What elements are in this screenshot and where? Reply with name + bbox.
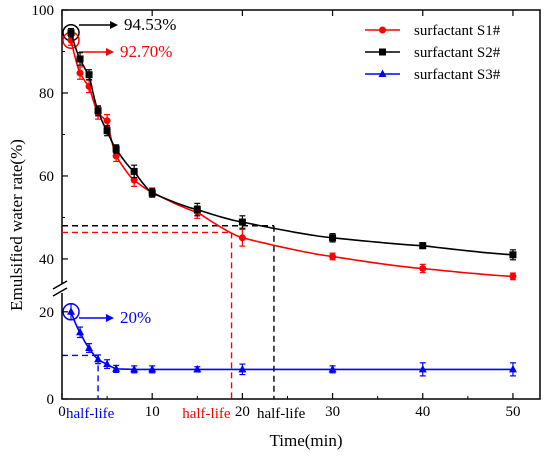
x-axis-label: Time(min) [269, 431, 342, 450]
data-point [85, 343, 94, 351]
data-point [379, 26, 386, 34]
half-life-label: half-life [182, 406, 231, 422]
initial-value-annotation: 94.53% [62, 15, 176, 42]
y-tick-label: 60 [39, 169, 54, 185]
data-point [103, 127, 111, 135]
data-point [419, 264, 427, 272]
y-axis-label: Emulsified water rate(%) [7, 139, 26, 311]
annotation-arrowhead [106, 314, 114, 322]
half-life-label: half-life [66, 406, 115, 422]
x-tick-label: 50 [505, 404, 520, 420]
data-point [193, 206, 201, 214]
half-life-marker: half-life [62, 354, 115, 422]
data-point [509, 251, 517, 259]
series-surfactant-s3- [67, 303, 517, 377]
data-point [329, 252, 337, 260]
legend-item: surfactant S3# [365, 67, 501, 83]
data-point [328, 364, 337, 373]
y-tick-label: 100 [32, 3, 55, 19]
x-tick-label: 40 [415, 404, 430, 420]
data-point [85, 71, 93, 79]
data-point [76, 55, 84, 63]
legend-item: surfactant S2# [365, 45, 501, 61]
data-point [67, 29, 75, 37]
axis-break [52, 280, 70, 297]
plot-border [61, 9, 541, 400]
axis-break-slash [52, 287, 68, 297]
data-point [94, 107, 102, 115]
data-point [130, 176, 138, 184]
annotation-label: 92.70% [120, 42, 172, 61]
data-point [148, 189, 156, 197]
data-point [112, 364, 121, 372]
data-point [94, 354, 103, 363]
series-surfactant-s2- [67, 27, 517, 261]
legend-label: surfactant S2# [414, 45, 501, 61]
data-point [112, 145, 120, 153]
x-tick-label: 0 [58, 404, 66, 420]
data-point [103, 359, 112, 368]
data-point [238, 218, 246, 226]
x-tick-label: 10 [145, 404, 160, 420]
x-tick-label: 20 [235, 404, 250, 420]
annotation-arrowhead [106, 48, 114, 56]
legend-label: surfactant S3# [414, 67, 501, 83]
x-tick-label: 30 [325, 404, 340, 420]
legend-label: surfactant S1# [414, 23, 501, 39]
series-line [70, 32, 513, 256]
half-life-marker: half-life [62, 231, 233, 422]
data-point [67, 307, 76, 315]
plot-frame [61, 9, 541, 400]
series-layer [67, 27, 517, 377]
data-point [378, 69, 387, 77]
data-point [76, 69, 84, 77]
data-point [379, 48, 386, 56]
data-point [419, 242, 427, 250]
data-point [130, 167, 138, 175]
data-point [329, 234, 337, 242]
data-point [238, 234, 246, 242]
annotation-label: 94.53% [124, 15, 176, 34]
y-tick-label: 0 [47, 392, 55, 408]
data-point [148, 364, 157, 373]
axis-break-gap [54, 284, 70, 293]
axis-layer: 0 10 20 30 40 50 40 60 80 100 0 20 [32, 3, 521, 420]
annotation-arrowhead [110, 21, 118, 29]
data-point [112, 152, 120, 160]
data-point [103, 117, 111, 125]
legend: surfactant S1# surfactant S2# surfactant S… [365, 23, 501, 83]
data-point [193, 364, 202, 373]
data-point [130, 364, 139, 373]
data-point [238, 364, 247, 373]
y-tick-label: 20 [39, 305, 54, 321]
axis-break-slash [52, 280, 68, 290]
data-point [509, 272, 517, 280]
annotation-label: 20% [120, 308, 151, 327]
data-point [508, 364, 517, 373]
legend-item: surfactant S1# [365, 23, 501, 39]
half-life-label: half-life [257, 406, 306, 422]
half-life-marker: half-life [62, 225, 306, 422]
annotation-layer: half-life half-life half-life 94.53% 92.70% 2… [62, 15, 306, 422]
data-point [418, 364, 427, 373]
y-tick-label: 40 [39, 252, 54, 268]
y-tick-label: 80 [39, 86, 54, 102]
data-point [76, 327, 85, 336]
